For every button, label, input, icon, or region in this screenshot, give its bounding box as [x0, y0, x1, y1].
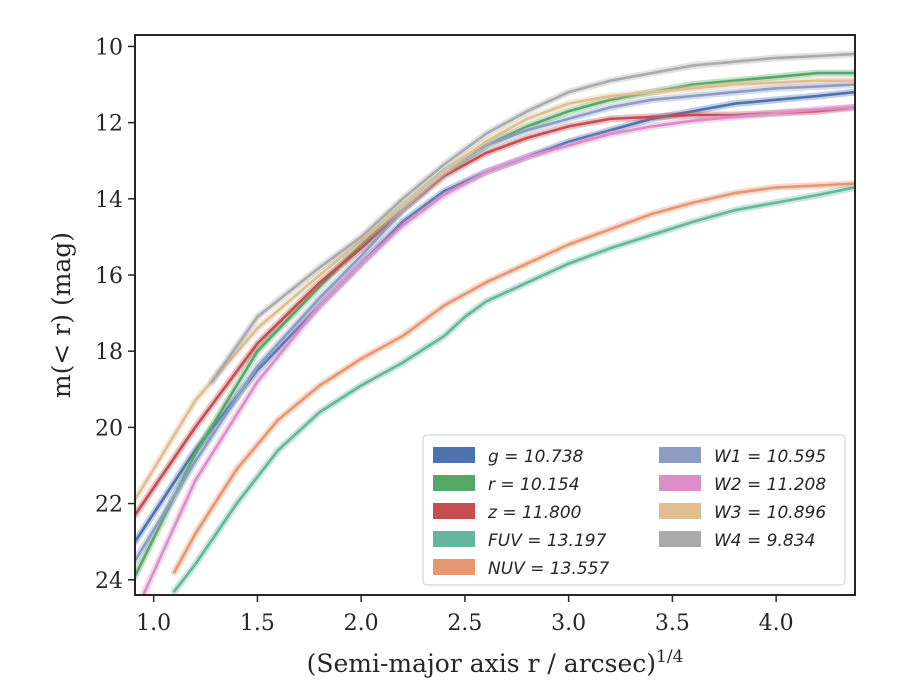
x-tick-label: 2.0	[344, 611, 379, 636]
series-line-w4	[210, 52, 855, 383]
legend-label: W4 = 9.834	[714, 531, 815, 551]
y-tick-label: 22	[95, 493, 123, 518]
series-line-w2	[142, 106, 855, 595]
y-tick-label: 10	[95, 35, 123, 60]
legend-label: W2 = 11.208	[714, 475, 826, 495]
x-tick-label: 2.5	[447, 611, 482, 636]
legend-label: NUV = 13.557	[488, 559, 610, 579]
x-tick-label: 4.0	[759, 611, 794, 636]
x-tick-label: 3.5	[655, 611, 690, 636]
legend-swatch	[433, 559, 475, 575]
y-axis-title: m(< r) (mag)	[47, 232, 76, 398]
y-tick-label: 18	[95, 340, 123, 365]
x-axis-title: (Semi-major axis r / arcsec)1/4	[307, 647, 684, 678]
legend-label: g = 10.738	[488, 447, 584, 467]
plot-frame	[134, 34, 856, 596]
legend-label: W3 = 10.896	[714, 503, 826, 523]
legend-swatch	[659, 503, 701, 519]
y-tick-label: 24	[95, 569, 123, 594]
legend-label: r = 10.154	[488, 475, 580, 495]
legend-swatch	[659, 447, 701, 463]
legend-swatch	[659, 531, 701, 547]
y-axis: 10 12 14 16 18 20 22 24	[95, 35, 135, 594]
legend-label: FUV = 13.197	[488, 531, 607, 551]
y-tick-label: 16	[95, 264, 123, 289]
y-tick-label: 12	[95, 112, 123, 137]
legend-swatch	[433, 447, 475, 463]
x-tick-label: 1.0	[136, 611, 171, 636]
legend-label: W1 = 10.595	[714, 447, 826, 467]
legend-swatch	[433, 531, 475, 547]
legend: g = 10.738 r = 10.154 z = 11.800 FUV = 13.1…	[422, 434, 846, 586]
series-line-w1	[135, 83, 855, 562]
plot-area	[135, 50, 855, 595]
series-line-w3	[135, 79, 855, 502]
y-tick-label: 20	[95, 416, 123, 441]
y-tick-label: 14	[95, 188, 123, 213]
x-tick-label: 1.5	[240, 611, 275, 636]
legend-swatch	[433, 503, 475, 519]
legend-label: z = 11.800	[487, 503, 581, 523]
x-tick-label: 3.0	[551, 611, 586, 636]
x-axis: 1.0 1.5 2.0 2.5 3.0 3.5 4.0	[136, 595, 794, 636]
series-line-fuv	[173, 186, 855, 593]
series-line-nuv	[173, 182, 855, 574]
legend-swatch	[433, 475, 475, 491]
series-line-r	[135, 71, 855, 578]
legend-swatch	[659, 475, 701, 491]
legend-box	[422, 434, 846, 586]
